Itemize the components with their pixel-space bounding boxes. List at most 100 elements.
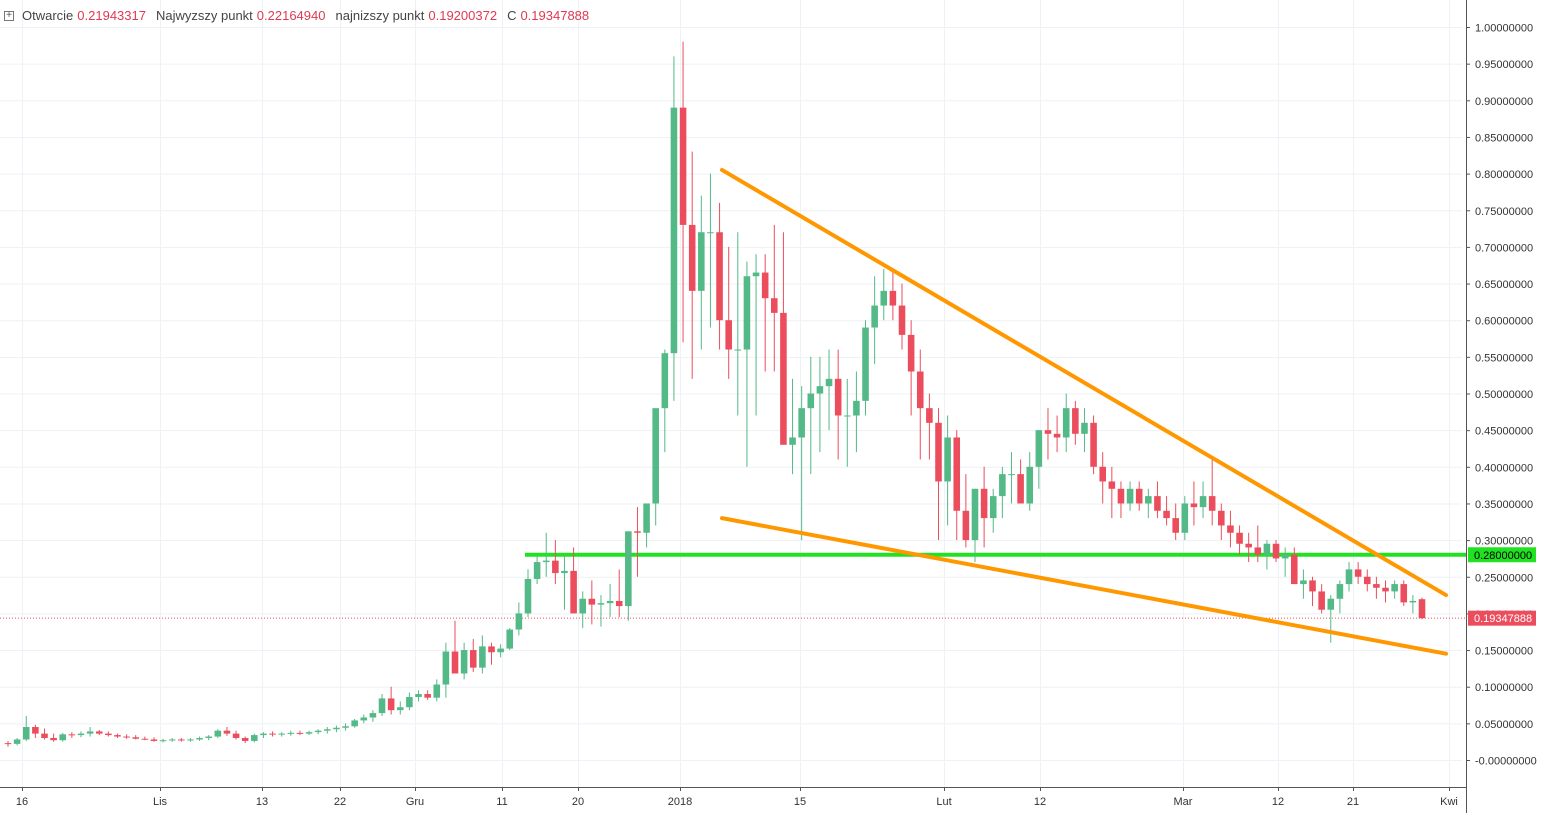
candle bbox=[105, 731, 112, 737]
candle bbox=[871, 276, 878, 365]
candle bbox=[962, 474, 970, 548]
candle bbox=[351, 718, 358, 728]
candle bbox=[935, 408, 942, 541]
candle bbox=[269, 731, 276, 737]
candle bbox=[698, 195, 705, 350]
candle bbox=[761, 254, 769, 372]
candle bbox=[1418, 597, 1426, 620]
candle-body bbox=[971, 488, 979, 541]
candle-body bbox=[679, 107, 687, 225]
candle bbox=[1281, 547, 1289, 577]
candle bbox=[86, 727, 94, 737]
candle-body bbox=[1354, 569, 1362, 577]
candle-body bbox=[853, 400, 860, 416]
x-tick-label: Gru bbox=[406, 796, 424, 808]
y-tick-label: 0.55000000 bbox=[1475, 352, 1533, 364]
candle-body bbox=[214, 730, 222, 737]
candle-body bbox=[1108, 481, 1116, 489]
candle-body bbox=[1272, 543, 1280, 559]
candle bbox=[1263, 540, 1271, 570]
candle bbox=[506, 628, 514, 651]
legend-toggle-icon[interactable]: + bbox=[4, 10, 14, 21]
x-tick-label: 2018 bbox=[668, 796, 692, 808]
candle-body bbox=[615, 600, 623, 607]
candle-body bbox=[843, 415, 851, 417]
candle bbox=[1290, 547, 1298, 585]
x-tick-label: 15 bbox=[794, 796, 806, 808]
candle-body bbox=[670, 107, 678, 354]
candle bbox=[780, 232, 787, 445]
candle bbox=[1163, 496, 1170, 526]
trendline-lower[interactable] bbox=[720, 516, 1448, 656]
candle bbox=[1126, 481, 1134, 511]
candle-body bbox=[643, 503, 650, 533]
candle-body bbox=[1126, 488, 1134, 504]
candle-body bbox=[1181, 503, 1189, 533]
candle bbox=[77, 731, 85, 738]
candle-body bbox=[1382, 587, 1389, 592]
candle bbox=[333, 725, 340, 733]
candle-body bbox=[196, 738, 203, 740]
candle bbox=[41, 728, 48, 740]
candle bbox=[944, 415, 951, 526]
candle bbox=[743, 261, 751, 467]
candle bbox=[661, 349, 669, 453]
candle-body bbox=[141, 738, 149, 740]
candle-body bbox=[59, 734, 67, 741]
candle bbox=[278, 732, 285, 737]
candle-body bbox=[916, 371, 924, 409]
candle-body bbox=[1409, 600, 1417, 603]
candle-body bbox=[1044, 430, 1052, 434]
trendlines[interactable] bbox=[720, 167, 1448, 656]
trendline-upper[interactable] bbox=[720, 167, 1448, 598]
candle bbox=[1117, 481, 1125, 519]
candle-body bbox=[287, 732, 295, 734]
candle bbox=[433, 679, 441, 702]
candle bbox=[1081, 408, 1088, 453]
candle bbox=[625, 531, 632, 621]
candle-body bbox=[1309, 580, 1316, 592]
candle-body bbox=[488, 646, 495, 653]
candle bbox=[406, 692, 413, 711]
y-tick-label: 0.65000000 bbox=[1475, 279, 1533, 291]
y-tick-label: 0.90000000 bbox=[1475, 96, 1533, 108]
candle bbox=[1354, 562, 1362, 585]
candle-body bbox=[296, 732, 304, 734]
high-value: 0.22164940 bbox=[256, 8, 326, 23]
candle-body bbox=[77, 733, 85, 736]
candle bbox=[679, 41, 687, 343]
candle bbox=[834, 349, 842, 460]
time-axis[interactable]: 16 Lis 13 22 Gru 11 20 2018 15 Lut 12 Mar 12 21 Kwi bbox=[0, 787, 1466, 808]
candle bbox=[287, 730, 295, 736]
close-value: 0.19347888 bbox=[520, 8, 590, 23]
candle bbox=[223, 727, 231, 736]
y-tick-label: 0.40000000 bbox=[1475, 462, 1533, 474]
candle bbox=[1391, 580, 1398, 599]
candle-body bbox=[460, 650, 468, 674]
candle bbox=[862, 320, 869, 416]
candle-body bbox=[314, 730, 322, 733]
candle bbox=[396, 701, 404, 715]
candle-body bbox=[1154, 496, 1161, 511]
candle-body bbox=[1318, 591, 1325, 610]
candle bbox=[634, 507, 641, 577]
candle-body bbox=[1290, 554, 1298, 585]
y-tick-label: 0.10000000 bbox=[1475, 682, 1533, 694]
price-axis[interactable]: 1.00000000 0.95000000 0.90000000 0.85000000… bbox=[1466, 0, 1537, 813]
candle bbox=[725, 246, 732, 379]
candle-body bbox=[661, 353, 669, 409]
candle-body bbox=[926, 408, 933, 423]
y-tick-label: 0.85000000 bbox=[1475, 132, 1533, 144]
candle bbox=[123, 734, 130, 739]
candle-body bbox=[999, 474, 1006, 497]
candle-body bbox=[1026, 466, 1034, 504]
candle bbox=[360, 714, 368, 724]
candle bbox=[561, 554, 568, 610]
candle bbox=[50, 733, 57, 742]
candle-body bbox=[241, 738, 249, 741]
candle bbox=[771, 224, 778, 372]
candle-body bbox=[898, 305, 906, 335]
candle-body bbox=[1281, 554, 1289, 559]
candle bbox=[752, 254, 760, 416]
